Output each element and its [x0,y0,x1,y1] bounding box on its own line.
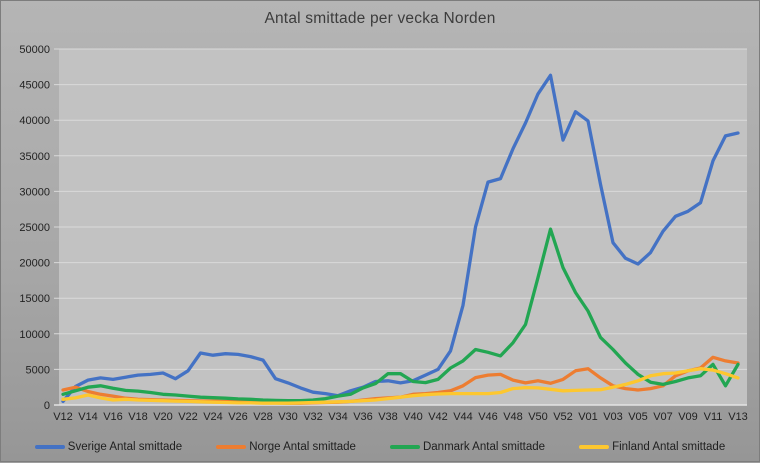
x-axis-label: V42 [428,411,448,423]
x-axis-label: V48 [503,411,523,423]
legend-label-finland: Finland Antal smittade [612,441,726,453]
y-axis-label: 10000 [19,329,50,341]
x-axis-label: V24 [203,411,223,423]
x-axis-label: V46 [478,411,498,423]
legend-label-norge: Norge Antal smittade [249,441,356,453]
x-axis-label: V30 [278,411,298,423]
y-axis-label: 50000 [19,44,50,56]
x-axis-label: V44 [453,411,473,423]
y-axis-label: 35000 [19,151,50,163]
x-axis-label: V14 [78,411,98,423]
legend-item-finland: Finland Antal smittade [579,441,725,453]
legend-label-sverige: Sverige Antal smittade [67,441,183,453]
x-axis-label: V13 [728,411,748,423]
y-axis-label: 25000 [19,222,50,234]
sverige-line-swatch-icon [34,445,65,449]
x-axis-label: V32 [303,411,323,423]
x-axis-label: V52 [553,411,573,423]
x-axis-label: V22 [178,411,198,423]
y-axis-label: 0 [44,400,50,412]
x-axis-label: V18 [128,411,148,423]
x-axis-label: V16 [103,411,123,423]
chart-title: Antal smittade per vecka Norden [264,10,496,27]
x-axis-label: V03 [603,411,623,423]
x-axis-label: V09 [678,411,698,423]
legend-label-danmark: Danmark Antal smittade [422,441,546,453]
x-axis-label: V07 [653,411,673,423]
series-line-sverige [61,73,740,404]
x-axis-label: V01 [578,411,598,423]
x-axis-label: V38 [378,411,398,423]
danmark-line-swatch-icon [389,445,420,449]
chart-legend: Sverige Antal smittade Norge Antal smitt… [1,441,759,453]
y-axis-label: 45000 [19,80,50,92]
x-axis-label: V12 [53,411,73,423]
x-axis-label: V50 [528,411,548,423]
y-axis-label: 40000 [19,115,50,127]
series-line-danmark [61,227,740,403]
x-axis-label: V40 [403,411,423,423]
series-line-finland [61,367,740,405]
legend-item-danmark: Danmark Antal smittade [389,441,546,453]
x-axis-label: V28 [253,411,273,423]
x-axis-label: V36 [353,411,373,423]
x-axis-label: V34 [328,411,348,423]
y-axis-label: 20000 [19,258,50,270]
x-axis-label: V20 [153,411,173,423]
legend-item-sverige: Sverige Antal smittade [34,441,183,453]
x-axis-label: V05 [628,411,648,423]
y-axis-label: 15000 [19,293,50,305]
x-axis-label: V26 [228,411,248,423]
finland-line-swatch-icon [579,445,610,449]
legend-item-norge: Norge Antal smittade [216,441,356,453]
y-axis-label: 30000 [19,186,50,198]
y-axis-label: 5000 [26,364,50,376]
norge-line-swatch-icon [216,445,247,449]
x-axis-label: V11 [704,411,723,423]
